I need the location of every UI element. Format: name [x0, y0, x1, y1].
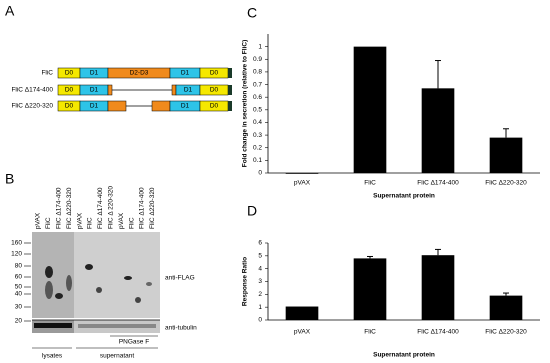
lane-label: FliC Δ220-320: [66, 187, 73, 229]
marker-label: 40: [15, 291, 23, 298]
end-cap: [228, 85, 232, 95]
marker-label: 60: [15, 274, 23, 281]
panel-label: D: [247, 203, 257, 219]
bar: [489, 295, 523, 320]
x-tick-label: FliC Δ220-320: [485, 180, 527, 187]
domain-label: D0: [65, 87, 74, 94]
domain-label: D0: [210, 87, 219, 94]
domain: [107, 84, 113, 96]
x-tick-label: FliC Δ174-400: [417, 180, 459, 187]
antibody-label: anti-tubulin: [165, 325, 197, 332]
y-tick-label: 0.7: [253, 81, 262, 88]
y-tick-label: 2: [258, 291, 262, 298]
marker-label: 120: [11, 251, 22, 258]
x-tick-label: pVAX: [294, 180, 311, 187]
y-tick-label: 0.9: [253, 56, 262, 63]
bar: [285, 306, 319, 320]
domain-label: D0: [65, 103, 74, 110]
y-tick-label: 0.3: [253, 132, 262, 139]
domain-label: D1: [90, 70, 99, 77]
lane-label: pVAX: [118, 212, 125, 229]
lane-label: pVAX: [35, 212, 42, 229]
domain-label: D1: [181, 70, 190, 77]
x-axis-label: Supernatant protein: [373, 193, 435, 200]
marker-label: 30: [15, 304, 23, 311]
y-tick-label: 1: [258, 304, 262, 311]
domain-label: D2-D3: [130, 70, 149, 77]
domain-label: D0: [210, 70, 219, 77]
y-tick-label: 3: [258, 278, 262, 285]
y-tick-label: 0.1: [253, 157, 262, 164]
bar: [421, 255, 455, 320]
y-tick-label: 0: [258, 317, 262, 324]
lane-label: FliC Δ174-400: [97, 187, 104, 229]
y-tick-label: 1: [258, 43, 262, 50]
panel-label: B: [5, 171, 14, 187]
domain-label: D0: [210, 103, 219, 110]
lane-label: FliC: [87, 217, 94, 229]
y-tick-label: 5: [258, 253, 262, 260]
domain: [151, 100, 171, 112]
y-tick-label: 0: [258, 170, 262, 177]
y-tick-label: 4: [258, 265, 262, 272]
end-cap: [228, 101, 232, 111]
domain-label: D1: [90, 87, 99, 94]
marker-label: 160: [11, 240, 22, 247]
panel-label: C: [247, 5, 257, 21]
y-tick-label: 0.4: [253, 119, 262, 126]
panel-label: A: [5, 3, 15, 19]
y-tick-label: 0.2: [253, 144, 262, 151]
lane-label: FliC Δ174-400: [139, 187, 146, 229]
bar: [353, 258, 387, 320]
domain: [107, 100, 127, 112]
domain-label: D1: [184, 87, 193, 94]
group-label: lysates: [42, 353, 63, 360]
domain: [171, 84, 177, 96]
domain-label: D0: [65, 70, 74, 77]
bar: [353, 46, 387, 173]
bar: [285, 173, 319, 174]
blot: [74, 232, 160, 318]
lane-label: pVAX: [76, 212, 83, 229]
antibody-label: anti-FLAG: [165, 275, 195, 282]
lane-label: FliC: [45, 217, 52, 229]
y-tick-label: 0.8: [253, 69, 262, 76]
x-tick-label: FliC Δ174-400: [417, 329, 459, 336]
x-tick-label: pVAX: [294, 329, 311, 336]
y-tick-label: 6: [258, 240, 262, 247]
marker-label: 50: [15, 284, 23, 291]
group-label: supernatant: [100, 353, 135, 360]
x-tick-label: FliC: [364, 180, 376, 187]
lane-label: FliC Δ220-320: [149, 187, 156, 229]
domain-label: D1: [181, 103, 190, 110]
lane-label: FliC Δ 220-320: [108, 186, 115, 229]
y-tick-label: 0.5: [253, 107, 262, 114]
construct-label: FliC: [41, 70, 53, 77]
y-axis-label: Response Ratio: [242, 257, 249, 306]
lane-label: FliC Δ174-400: [56, 187, 63, 229]
bands: [34, 264, 156, 328]
y-tick-label: 0.6: [253, 94, 262, 101]
y-axis-label: Fold change in secretion (relative to Fl…: [242, 40, 249, 168]
domain-label: D1: [90, 103, 99, 110]
bar: [489, 137, 523, 173]
marker-label: 80: [15, 263, 23, 270]
x-tick-label: FliC Δ220-320: [485, 329, 527, 336]
construct-label: FliC Δ220-320: [11, 103, 53, 110]
x-axis-label: Supernatant protein: [373, 352, 435, 359]
construct-label: FliC Δ174-400: [11, 87, 53, 94]
end-cap: [228, 68, 232, 78]
treatment-label: PNGase F: [119, 339, 149, 346]
marker-label: 20: [15, 318, 23, 325]
bar: [421, 88, 455, 173]
x-tick-label: FliC: [364, 329, 376, 336]
lane-label: FliC: [128, 217, 135, 229]
